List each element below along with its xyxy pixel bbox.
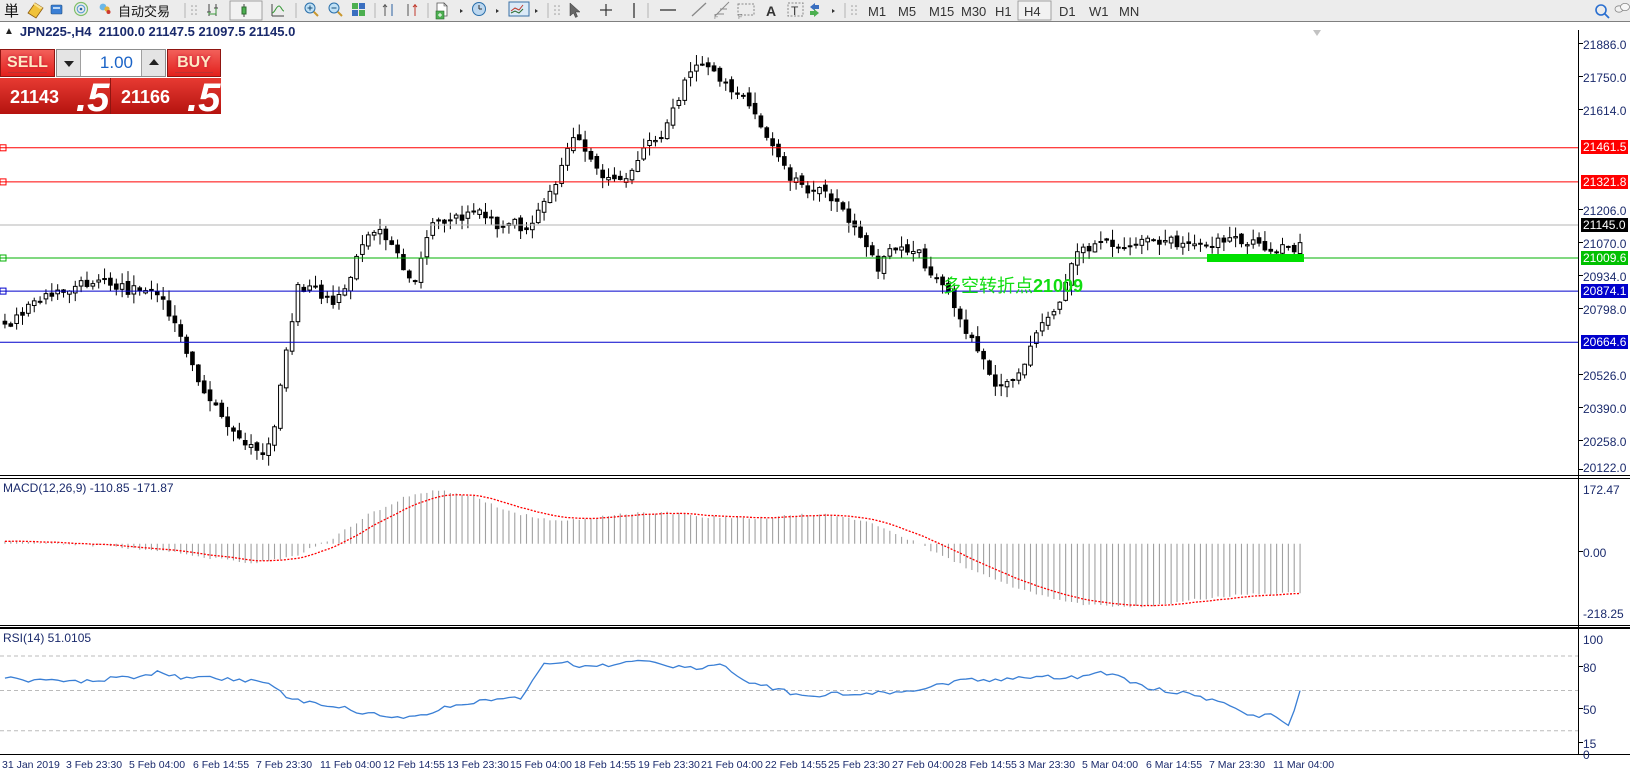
svg-text:D1: D1	[1059, 4, 1076, 19]
svg-text:M15: M15	[929, 4, 954, 19]
svg-text:F: F	[714, 14, 718, 21]
svg-text:H4: H4	[1024, 4, 1041, 19]
svg-text:A: A	[766, 3, 776, 19]
svg-text:F: F	[738, 14, 742, 21]
svg-text:単: 単	[4, 3, 19, 20]
svg-text:T: T	[791, 4, 799, 18]
svg-text:M1: M1	[868, 4, 886, 19]
svg-text:M5: M5	[898, 4, 916, 19]
svg-text:自动交易: 自动交易	[118, 4, 170, 19]
svg-text:H1: H1	[995, 4, 1012, 19]
svg-text:M30: M30	[961, 4, 986, 19]
svg-text:W1: W1	[1089, 4, 1109, 19]
svg-text:MN: MN	[1119, 4, 1139, 19]
